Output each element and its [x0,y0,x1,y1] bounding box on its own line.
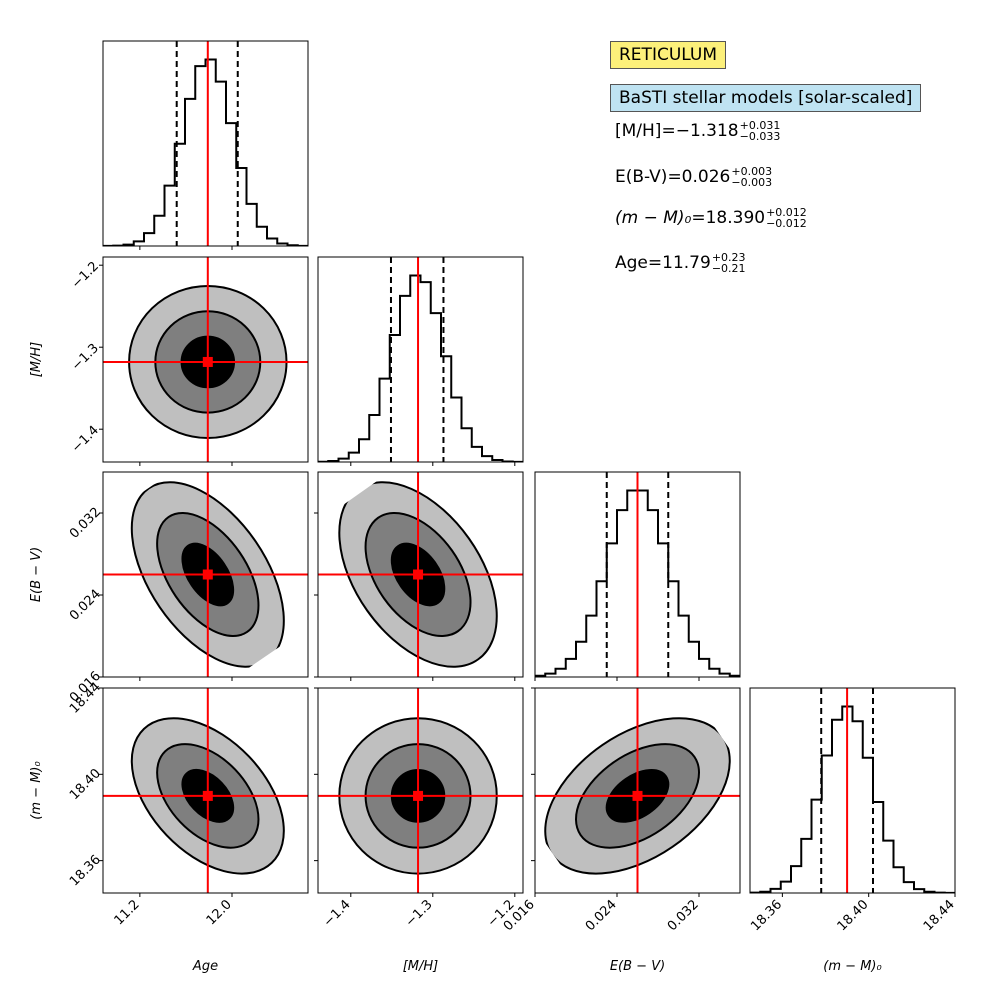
panel-frame [102,256,309,463]
stat-minus: −0.012 [766,217,807,230]
stat-plus: +0.23 [711,251,746,264]
stat-minus: −0.21 [711,262,746,275]
x-tick-label: 12.0 [204,897,235,928]
histogram-panel-dm [749,687,956,894]
panel-frame [102,471,309,678]
y-tick-label: 0.032 [67,505,104,542]
best-fit-marker [632,790,643,801]
stat-label: (m − M)₀ [615,208,692,228]
x-tick-label: 18.40 [835,897,872,934]
contour-panel-dm-vs-age [102,687,309,894]
best-fit-marker [202,356,213,367]
stat-plus: +0.003 [731,165,773,178]
stat-value: =0.026 [667,167,731,187]
y-axis-label-mh: [M/H] [29,342,44,378]
stat-reddening: E(B-V) =0.026 +0.003 −0.003 [615,166,772,188]
y-tick-label: 18.40 [67,766,104,803]
best-fit-marker [202,569,213,580]
panel-frame [102,40,309,247]
y-tick-label: −1.3 [69,341,102,374]
y-tick-label: 18.36 [67,852,104,889]
panel-frame [749,687,956,894]
stat-metallicity: [M/H] =−1.318 +0.031 −0.033 [615,120,780,142]
stat-value: =11.79 [647,253,711,273]
panel-frame [317,256,524,463]
panel-frame [317,687,524,894]
histogram-step [318,274,523,462]
x-tick-label: 18.44 [921,897,958,934]
contour-panel-dm-vs-mh [317,687,524,894]
x-axis-label-age: Age [192,959,218,974]
x-tick-label: 0.032 [665,897,702,934]
cluster-name-label: RETICULUM [610,41,726,69]
x-tick-label: 0.024 [583,897,620,934]
stat-label: Age [615,253,648,273]
best-fit-marker [413,790,424,801]
histogram-panel-mh [317,256,524,463]
contour-panel-mh-vs-age [102,256,309,463]
contour-panel-ebv-vs-age [102,471,309,678]
x-axis-label-dm: (m − M)₀ [823,959,882,974]
stellar-models-label: BaSTI stellar models [solar-scaled] [610,84,922,112]
best-fit-marker [202,790,213,801]
stat-minus: −0.003 [731,176,773,189]
histogram-step [103,58,308,246]
panel-frame [102,687,309,894]
stat-age: Age =11.79 +0.23 −0.21 [615,252,746,274]
histogram-panel-age [102,40,309,247]
y-axis-label-ebv: E(B − V) [29,547,44,602]
histogram-step [750,705,955,893]
y-axis-label-dm: (m − M)₀ [29,761,44,820]
stat-label: E(B-V) [615,167,668,187]
x-tick-label: 11.2 [112,897,143,928]
x-tick-label: −1.4 [321,897,354,930]
stat-value: =−1.318 [661,121,739,141]
y-tick-label: 0.024 [67,587,104,624]
contour-panel-ebv-vs-mh [317,471,524,678]
x-axis-label-mh: [M/H] [403,959,439,974]
stat-minus: −0.033 [739,130,781,143]
panel-frame [534,471,741,678]
stat-label: [M/H] [615,121,662,141]
stat-distance-modulus: (m − M)₀ =18.390 +0.012 −0.012 [615,207,807,229]
best-fit-marker [413,569,424,580]
panel-frame [534,687,741,894]
x-tick-label: −1.3 [403,897,436,930]
y-tick-label: −1.2 [69,259,102,292]
x-tick-label: 18.36 [748,897,785,934]
stat-plus: +0.012 [766,206,807,219]
panel-frame [317,471,524,678]
histogram-panel-ebv [534,471,741,678]
y-tick-label: −1.4 [69,423,102,456]
x-axis-label-ebv: E(B − V) [610,959,665,974]
stat-plus: +0.031 [739,119,781,132]
stat-value: =18.390 [691,208,766,228]
contour-panel-dm-vs-ebv [534,687,741,894]
